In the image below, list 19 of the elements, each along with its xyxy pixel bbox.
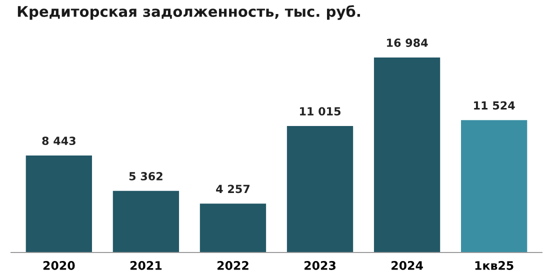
data-label: 8 443 [42, 136, 76, 146]
bar [461, 120, 528, 252]
x-tick-label: 2020 [43, 261, 75, 270]
x-tick-label: 2024 [392, 261, 423, 270]
bar [374, 57, 440, 252]
data-label: 11 524 [474, 101, 515, 110]
x-tick-label: 1кв25 [475, 261, 514, 270]
data-label: 4 257 [216, 184, 250, 194]
data-label: 11 015 [300, 107, 340, 116]
x-tick-label: 2021 [130, 261, 162, 270]
bar [26, 156, 92, 252]
x-tick-label: 2023 [304, 261, 336, 270]
bar [286, 126, 354, 252]
chart-title: Кредиторская задолженность, тыс. руб. [18, 5, 360, 20]
x-tick-label: 2022 [217, 261, 248, 270]
bar [200, 204, 266, 252]
bar [112, 190, 180, 252]
data-label: 16 984 [387, 38, 428, 47]
data-label: 5 362 [129, 172, 162, 180]
